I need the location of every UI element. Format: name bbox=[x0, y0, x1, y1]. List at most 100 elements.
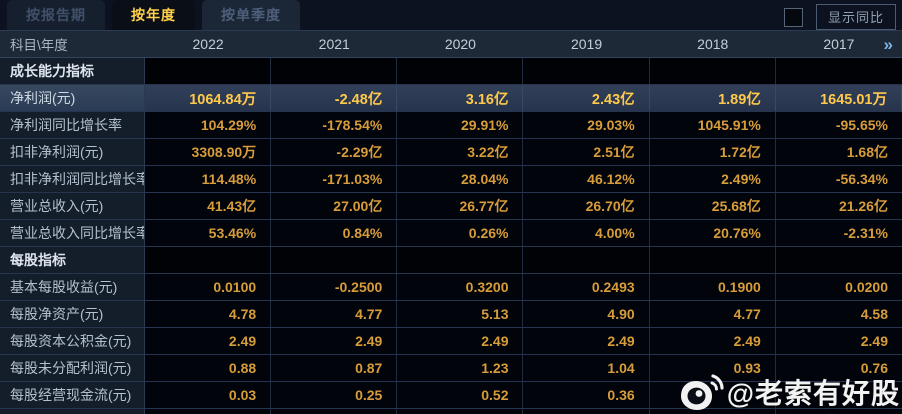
value-cell: 46.12% bbox=[523, 166, 650, 192]
value-cell bbox=[271, 58, 398, 84]
value-cell: 0.84% bbox=[271, 220, 398, 246]
tab-single-quarter[interactable]: 按单季度 bbox=[202, 0, 300, 30]
value-cell: 0.3200 bbox=[397, 274, 524, 300]
value-cell: 104.29% bbox=[145, 112, 272, 138]
value-cell bbox=[775, 247, 902, 273]
value-cell bbox=[271, 409, 398, 414]
value-cell: -171.03% bbox=[271, 166, 398, 192]
value-cell: -56.34% bbox=[775, 166, 902, 192]
value-cell: 114.48% bbox=[145, 166, 272, 192]
value-cell: -0.2500 bbox=[271, 274, 398, 300]
value-cell: 5.13 bbox=[397, 301, 524, 327]
value-cell: 2.49% bbox=[649, 166, 776, 192]
value-cell: -2.31% bbox=[775, 220, 902, 246]
value-cell: 1.23 bbox=[397, 355, 524, 381]
value-cell: 1.89亿 bbox=[649, 85, 776, 111]
table-row: 净利润同比增长率 104.29% -178.54% 29.91% 29.03% 1045.… bbox=[0, 112, 902, 139]
value-cell: 0.93 bbox=[649, 355, 776, 381]
value-cell: 4.00% bbox=[523, 220, 650, 246]
value-cell: 27.00亿 bbox=[271, 193, 398, 219]
table-row: 净利润(元) 1064.84万 -2.48亿 3.16亿 2.43亿 1.89亿 1645.… bbox=[0, 85, 902, 112]
value-cell bbox=[523, 409, 650, 414]
value-cell: 0.87 bbox=[271, 355, 398, 381]
value-cell bbox=[523, 247, 650, 273]
value-cell: 4.58 bbox=[775, 301, 902, 327]
value-cell: 0.52 bbox=[397, 382, 524, 408]
value-cell: 0.1900 bbox=[649, 274, 776, 300]
value-cell: 4.78 bbox=[145, 301, 272, 327]
show-yoy-label[interactable]: 显示同比 bbox=[815, 4, 896, 30]
value-cell: 1645.01万 bbox=[775, 85, 902, 111]
value-cell bbox=[145, 409, 272, 414]
value-cell: 29.91% bbox=[397, 112, 524, 138]
value-cell: -95.65% bbox=[775, 112, 902, 138]
value-cell: 2.49 bbox=[775, 328, 902, 354]
table-body: 成长能力指标 净利润(元) 1064.84万 -2.48亿 3.16亿 2.43亿 1.89… bbox=[0, 58, 902, 414]
value-cell: 3.22亿 bbox=[397, 139, 524, 165]
row-label: 每股指标 bbox=[0, 247, 145, 273]
value-cell: 41.43亿 bbox=[145, 193, 272, 219]
value-cell: -2.48亿 bbox=[271, 85, 398, 111]
table-row: 每股资本公积金(元) 2.49 2.49 2.49 2.49 2.49 2.49 bbox=[0, 328, 902, 355]
period-tabs: 按报告期 按年度 按单季度 bbox=[0, 0, 300, 30]
value-cell: 26.77亿 bbox=[397, 193, 524, 219]
row-label: 营业总收入(元) bbox=[0, 193, 145, 219]
value-cell bbox=[649, 409, 776, 414]
value-cell: 0.0200 bbox=[775, 274, 902, 300]
value-cell: 0.76 bbox=[775, 355, 902, 381]
table-row: 扣非净利润同比增长率 114.48% -171.03% 28.04% 46.12% 2.4… bbox=[0, 166, 902, 193]
table-header-row: 科目\年度 2022 2021 2020 2019 2018 2017» bbox=[0, 30, 902, 58]
value-cell bbox=[397, 247, 524, 273]
row-label bbox=[0, 409, 145, 414]
row-label: 成长能力指标 bbox=[0, 58, 145, 84]
year-header-2019: 2019 bbox=[570, 36, 603, 52]
tab-annual[interactable]: 按年度 bbox=[112, 0, 195, 30]
table-row: 扣非净利润(元) 3308.90万 -2.29亿 3.22亿 2.51亿 1.72亿 1.6… bbox=[0, 139, 902, 166]
year-header-2021: 2021 bbox=[318, 36, 350, 52]
value-cell: 1064.84万 bbox=[145, 85, 272, 111]
table-row: 基本每股收益(元) 0.0100 -0.2500 0.3200 0.2493 0.1900… bbox=[0, 274, 902, 301]
value-cell: 2.49 bbox=[271, 328, 398, 354]
row-label: 每股资本公积金(元) bbox=[0, 328, 145, 354]
value-cell bbox=[649, 58, 776, 84]
value-cell: 1.04 bbox=[523, 355, 650, 381]
table-row: 营业总收入(元) 41.43亿 27.00亿 26.77亿 26.70亿 25.68亿 21… bbox=[0, 193, 902, 220]
value-cell bbox=[775, 409, 902, 414]
row-label: 每股未分配利润(元) bbox=[0, 355, 145, 381]
value-cell: 20.76% bbox=[649, 220, 776, 246]
value-cell: 0.36 bbox=[523, 382, 650, 408]
year-header-2018: 2018 bbox=[697, 36, 729, 52]
year-header-2017: 2017» bbox=[823, 34, 893, 54]
value-cell: 1.72亿 bbox=[649, 139, 776, 165]
value-cell: 2.49 bbox=[523, 328, 650, 354]
value-cell: 2.49 bbox=[649, 328, 776, 354]
show-yoy-checkbox[interactable] bbox=[783, 7, 803, 27]
value-cell: 2.49 bbox=[145, 328, 272, 354]
row-label: 营业总收入同比增长率 bbox=[0, 220, 145, 246]
tab-report-period[interactable]: 按报告期 bbox=[7, 0, 105, 30]
table-row: 每股经营现金流(元) 0.03 0.25 0.52 0.36 bbox=[0, 382, 902, 409]
value-cell bbox=[649, 382, 776, 408]
value-cell: 25.68亿 bbox=[649, 193, 776, 219]
value-cell: 4.77 bbox=[271, 301, 398, 327]
value-cell: 0.03 bbox=[145, 382, 272, 408]
section-row: 每股指标 bbox=[0, 247, 902, 274]
value-cell: 21.26亿 bbox=[775, 193, 902, 219]
value-cell bbox=[649, 247, 776, 273]
row-label: 扣非净利润同比增长率 bbox=[0, 166, 145, 192]
value-cell: 2.51亿 bbox=[523, 139, 650, 165]
value-cell: 0.25 bbox=[271, 382, 398, 408]
value-cell: 3.16亿 bbox=[397, 85, 524, 111]
clipped-row bbox=[0, 409, 902, 414]
value-cell: 0.0100 bbox=[145, 274, 272, 300]
more-years-icon[interactable]: » bbox=[883, 34, 893, 54]
corner-header-cell: 科目\年度 bbox=[10, 38, 68, 53]
value-cell: 3308.90万 bbox=[145, 139, 272, 165]
value-cell: 4.77 bbox=[649, 301, 776, 327]
value-cell: -178.54% bbox=[271, 112, 398, 138]
value-cell bbox=[775, 58, 902, 84]
row-label: 净利润同比增长率 bbox=[0, 112, 145, 138]
value-cell bbox=[145, 247, 272, 273]
value-cell bbox=[397, 58, 524, 84]
